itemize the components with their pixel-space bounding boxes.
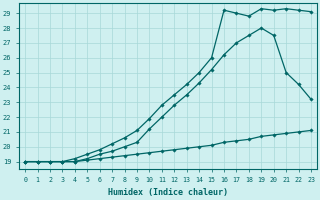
X-axis label: Humidex (Indice chaleur): Humidex (Indice chaleur) bbox=[108, 188, 228, 197]
